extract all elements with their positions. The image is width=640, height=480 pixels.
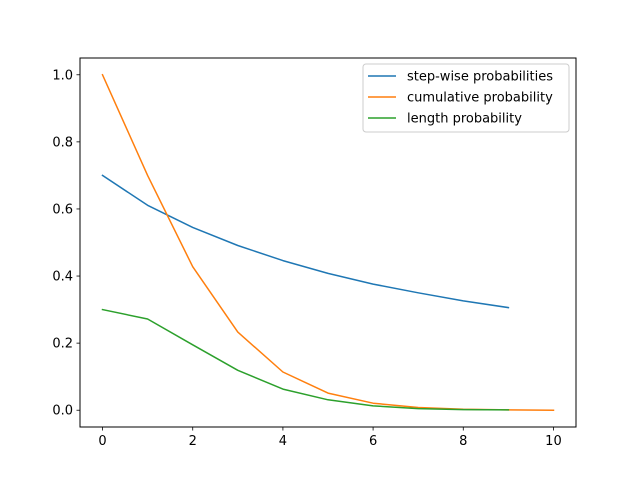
y-axis-ticks: 0.0 0.2 0.4 0.6 0.8 1.0 [52, 68, 80, 419]
x-tick-label: 10 [545, 434, 562, 449]
y-tick-label: 0.6 [52, 202, 73, 217]
legend-label: length probability [407, 112, 522, 127]
legend-label: step-wise probabilities [407, 70, 553, 85]
y-tick-label: 0.4 [52, 270, 73, 285]
x-tick-label: 4 [279, 434, 287, 449]
x-axis-ticks: 0 2 4 6 8 10 [98, 427, 562, 449]
series-line-1 [101, 174, 510, 309]
y-tick-label: 0.0 [52, 404, 73, 419]
legend: step-wise probabilities cumulative probab… [362, 63, 570, 133]
legend-box [362, 63, 570, 133]
x-tick-label: 6 [369, 434, 377, 449]
series-layer [101, 73, 555, 411]
x-tick-label: 0 [98, 434, 106, 449]
series-line-3 [101, 308, 510, 411]
y-tick-label: 1.0 [52, 68, 73, 83]
y-tick-label: 0.8 [52, 135, 73, 150]
legend-label: cumulative probability [407, 91, 553, 106]
x-tick-label: 8 [459, 434, 467, 449]
x-tick-label: 2 [189, 434, 197, 449]
axes-frame [79, 57, 577, 428]
y-tick-label: 0.2 [52, 337, 73, 352]
